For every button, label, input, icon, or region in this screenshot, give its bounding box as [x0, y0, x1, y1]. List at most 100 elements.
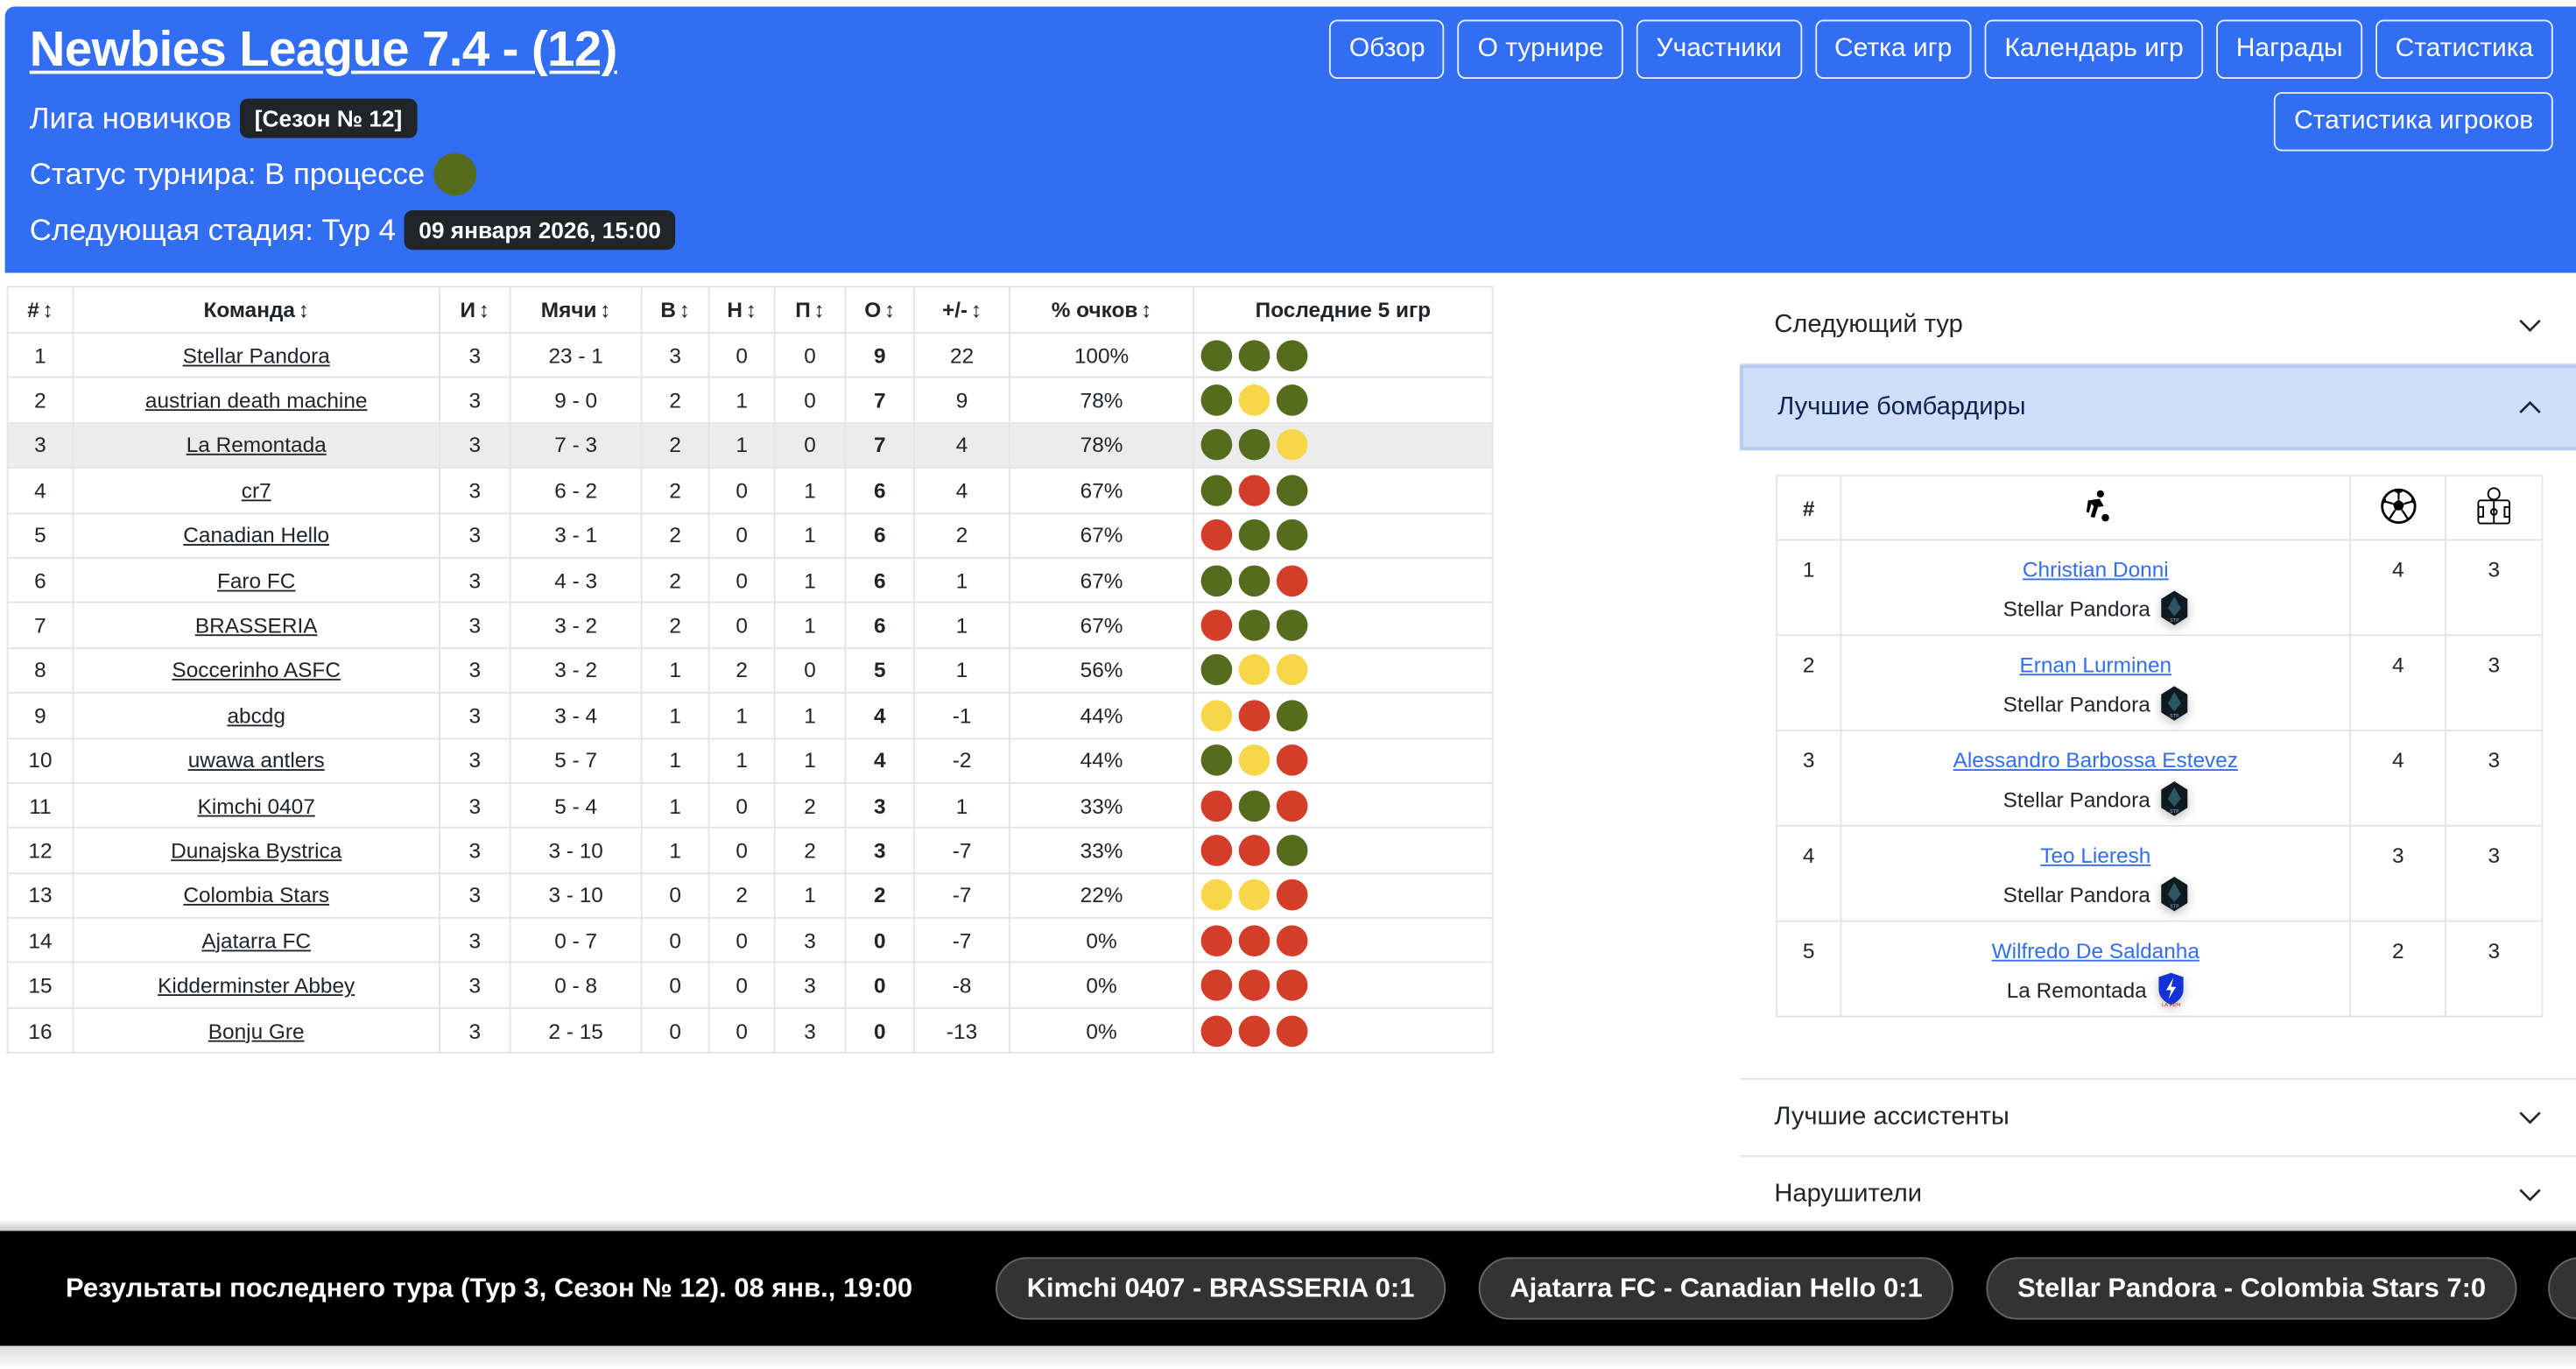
tournament-title-link[interactable]: Newbies League 7.4 - (12) [29, 23, 618, 78]
chevron-up-icon [2519, 400, 2541, 413]
cell-points: 3 [844, 781, 916, 829]
cell-goal-diff: -7 [913, 872, 1010, 920]
team-link[interactable]: Bonju Gre [208, 1018, 305, 1043]
team-link[interactable]: Faro FC [216, 568, 296, 593]
scorer-team-name: Stellar Pandora [2002, 596, 2150, 621]
column-header-goals[interactable]: Мячи ↕ [509, 286, 643, 334]
cell-goals: 3 - 4 [509, 692, 643, 739]
player-link[interactable]: Wilfredo De Saldanha [1991, 938, 2199, 963]
win-dot-icon [1238, 429, 1270, 462]
cell-goal-diff: 1 [913, 556, 1010, 604]
ticker-shadow [0, 1219, 2576, 1231]
player-link[interactable]: Ernan Lurminen [2019, 652, 2172, 678]
cell-last-5 [1193, 917, 1494, 964]
team-link[interactable]: Colombia Stars [183, 883, 330, 908]
result-pill[interactable]: Stellar Pandora - Colombia Stars 7:0 [1986, 1257, 2517, 1320]
column-header-team[interactable]: Команда ↕ [72, 286, 440, 334]
team-link[interactable]: La Remontada [186, 433, 327, 458]
accordion-top-assists[interactable]: Лучшие ассистенты [1740, 1080, 2576, 1157]
cell-goal-diff: -1 [913, 692, 1010, 739]
form-indicators [1194, 385, 1492, 416]
loss-dot-icon [1238, 699, 1270, 731]
cell-losses: 0 [773, 421, 847, 469]
scorer-rank: 5 [1776, 920, 1842, 1018]
form-indicators [1194, 564, 1492, 596]
player-link[interactable]: Teo Lieresh [2040, 843, 2151, 868]
column-header-points-pct[interactable]: % очков ↕ [1009, 286, 1195, 334]
accordion-next-round[interactable]: Следующий тур [1740, 287, 2576, 365]
column-header-wins[interactable]: В ↕ [640, 286, 710, 334]
cell-draws: 0 [707, 781, 776, 829]
cell-position: 6 [6, 556, 74, 604]
form-indicators [1194, 924, 1492, 956]
win-dot-icon [1200, 429, 1233, 462]
cell-played: 3 [438, 331, 511, 379]
draw-dot-icon [1200, 879, 1233, 912]
nav-player-stats-button[interactable]: Статистика игроков [2274, 92, 2553, 152]
column-header-position[interactable]: # ↕ [6, 286, 74, 334]
sort-icon: ↕ [1141, 297, 1152, 322]
win-dot-icon [1276, 519, 1308, 552]
cell-team: Canadian Hello [72, 512, 440, 559]
scorers-header-row: # [1776, 475, 2544, 541]
player-link[interactable]: Alessandro Barbossa Estevez [1953, 747, 2239, 773]
cell-wins: 0 [640, 1006, 710, 1055]
column-header-points[interactable]: О ↕ [844, 286, 916, 334]
nav-about-button[interactable]: О турнире [1458, 19, 1623, 80]
team-link[interactable]: Kimchi 0407 [197, 793, 315, 818]
result-pill[interactable]: Kimchi 0407 - BRASSERIA 0:1 [996, 1257, 1446, 1320]
column-header-losses[interactable]: П ↕ [773, 286, 847, 334]
cell-goals: 0 - 7 [509, 917, 643, 964]
win-dot-icon [1276, 610, 1308, 641]
nav-overview-button[interactable]: Обзор [1329, 19, 1446, 80]
result-pill-partial[interactable] [2548, 1257, 2576, 1320]
team-link[interactable]: Ajatarra FC [201, 928, 312, 953]
player-link[interactable]: Christian Donni [2022, 557, 2169, 582]
team-link[interactable]: Dunajska Bystrica [171, 837, 342, 864]
form-indicators [1194, 519, 1492, 552]
cell-points: 5 [844, 646, 916, 695]
loss-dot-icon [1276, 564, 1308, 596]
cell-played: 3 [438, 646, 511, 695]
cell-position: 10 [6, 737, 74, 784]
cell-goals: 3 - 2 [509, 646, 643, 695]
nav-awards-button[interactable]: Награды [2216, 19, 2363, 80]
form-indicators [1194, 339, 1492, 371]
nav-bracket-button[interactable]: Сетка игр [1814, 19, 1972, 80]
cell-position: 1 [6, 331, 74, 379]
team-link[interactable]: uwawa antlers [187, 748, 325, 773]
team-link[interactable]: Kidderminster Abbey [158, 973, 355, 999]
team-link[interactable]: Soccerinho ASFC [172, 658, 341, 683]
result-pill[interactable]: Ajatarra FC - Canadian Hello 0:1 [1478, 1257, 1954, 1320]
win-dot-icon [1238, 519, 1270, 552]
team-link[interactable]: cr7 [241, 477, 271, 503]
cell-team: Kidderminster Abbey [72, 962, 440, 1009]
cell-wins: 2 [640, 421, 710, 469]
sort-icon: ↕ [298, 297, 309, 322]
league-line: Лига новичков [Сезон № 12] [30, 98, 418, 138]
cell-team: Stellar Pandora [72, 331, 440, 379]
nav-statistics-button[interactable]: Статистика [2375, 19, 2553, 80]
nav-participants-button[interactable]: Участники [1636, 19, 1802, 80]
scorer-rank: 2 [1776, 634, 1842, 731]
column-header-played[interactable]: И ↕ [438, 286, 511, 334]
win-dot-icon [1276, 835, 1308, 866]
win-dot-icon [1200, 339, 1233, 371]
standings-header-row: # ↕ Команда ↕ И ↕ Мячи ↕ В ↕ Н ↕ П ↕ О ↕ +/- ↕ % … [6, 286, 1494, 334]
scorer-goals: 3 [2349, 824, 2446, 922]
cell-position: 5 [6, 512, 74, 559]
accordion-top-scorers[interactable]: Лучшие бомбардиры [1740, 364, 2576, 451]
table-row: 2 austrian death machine 3 9 - 0 2 1 0 7 9 78% [6, 377, 1494, 424]
team-link[interactable]: abcdg [227, 702, 285, 728]
cell-played: 3 [438, 692, 511, 739]
nav-calendar-button[interactable]: Календарь игр [1984, 19, 2204, 80]
cell-goals: 6 - 2 [509, 467, 643, 514]
team-link[interactable]: Canadian Hello [183, 523, 330, 548]
column-header-draws[interactable]: Н ↕ [707, 286, 776, 334]
team-link[interactable]: BRASSERIA [194, 612, 318, 639]
team-link[interactable]: Stellar Pandora [182, 342, 330, 368]
column-header-goal-diff[interactable]: +/- ↕ [913, 286, 1010, 334]
cell-goal-diff: -7 [913, 827, 1010, 874]
team-link[interactable]: austrian death machine [144, 387, 368, 413]
win-dot-icon [1276, 339, 1308, 371]
